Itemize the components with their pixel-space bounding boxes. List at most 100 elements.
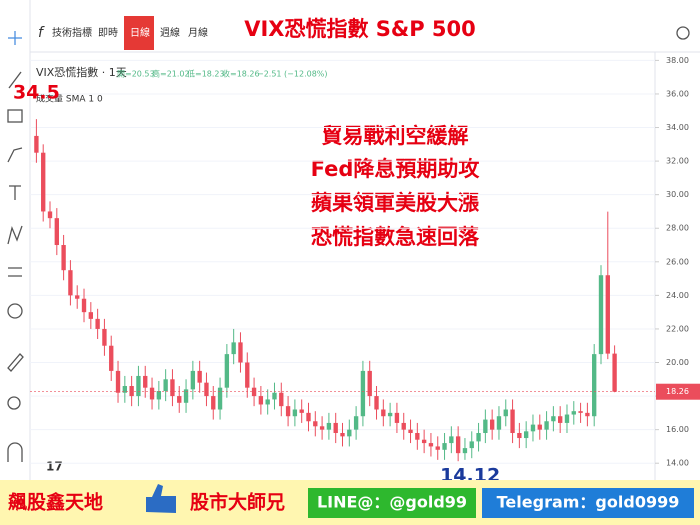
- ohlc-change: −2.51 (−12.08%): [257, 70, 328, 79]
- candle-body: [224, 354, 230, 388]
- candle-body: [245, 362, 250, 388]
- fx-icon: f: [38, 25, 45, 41]
- measure-tool[interactable]: [8, 267, 22, 277]
- candle-body: [530, 424, 536, 432]
- candle-body: [585, 412, 590, 417]
- candle-body: [442, 443, 447, 450]
- price-tag: [656, 383, 700, 400]
- candle-body: [68, 270, 73, 296]
- line-tool[interactable]: [8, 71, 22, 89]
- candle-body: [285, 406, 291, 417]
- y-tick-label: 22.00: [666, 324, 689, 333]
- candle-body: [558, 416, 563, 423]
- candle-body: [340, 433, 345, 437]
- candle-body: [41, 152, 46, 212]
- ohlc-low: 低=18.23: [187, 69, 225, 79]
- candle-body: [476, 433, 481, 442]
- weekly-button[interactable]: 週線: [160, 26, 180, 39]
- y-tick-label: 24.00: [666, 291, 689, 300]
- candle-body: [143, 375, 148, 388]
- candle-body: [190, 370, 196, 390]
- candle-body: [122, 386, 128, 393]
- candle-body: [292, 409, 298, 417]
- candle-body: [551, 416, 556, 422]
- candle-body: [34, 135, 39, 153]
- settings-icon[interactable]: [676, 26, 690, 40]
- candle-body: [578, 411, 583, 413]
- candle-body: [449, 436, 454, 444]
- emoji-tool[interactable]: [7, 303, 23, 319]
- y-tick-label: 34.00: [666, 123, 689, 132]
- candle-body: [517, 433, 522, 439]
- pattern-tool[interactable]: [7, 225, 23, 245]
- fib-tool[interactable]: [7, 109, 23, 123]
- candle-body: [265, 399, 270, 405]
- y-tick-label: 30.00: [666, 190, 689, 199]
- y-tick-label: 36.00: [666, 89, 689, 98]
- candle-body: [299, 409, 304, 413]
- candle-body: [163, 379, 168, 392]
- ohlc-high: 高=21.02: [152, 69, 190, 79]
- telegram-box: [482, 488, 694, 518]
- daily-button-bg[interactable]: [124, 16, 154, 50]
- y-tick-label: 20.00: [666, 358, 689, 367]
- y-tick-label: 28.00: [666, 224, 689, 233]
- candle-body: [333, 422, 338, 434]
- tv-logo: 17: [46, 460, 63, 474]
- candle-body: [47, 211, 53, 219]
- y-tick-label: 16.00: [666, 425, 689, 434]
- zoom-tool[interactable]: [7, 396, 21, 410]
- brush-tool[interactable]: [7, 147, 23, 163]
- candle-body: [353, 416, 359, 430]
- y-tick-label: 14.00: [666, 459, 689, 468]
- candle-body: [360, 370, 366, 417]
- candle-body: [510, 409, 515, 434]
- candle-body: [421, 439, 427, 444]
- ohlc-open: 開=20.53: [117, 70, 155, 79]
- candle-body: [149, 387, 155, 400]
- candle-body: [612, 353, 617, 392]
- magnet-tool[interactable]: [7, 442, 23, 462]
- y-tick-label: 32.00: [666, 157, 689, 166]
- candle-body: [115, 370, 121, 393]
- candle-body: [102, 328, 107, 346]
- price-tag-label: 18.26: [666, 387, 689, 396]
- candle-body: [544, 421, 549, 430]
- candle-body: [496, 416, 502, 430]
- candle-body: [231, 342, 236, 355]
- monthly-button[interactable]: 月線: [188, 26, 208, 39]
- candle-body: [598, 275, 604, 355]
- ruler-tool[interactable]: [7, 353, 24, 372]
- candle-body: [415, 433, 420, 440]
- candle-body: [503, 409, 508, 417]
- candle-body: [88, 312, 93, 319]
- thumbs-icon: [146, 484, 176, 513]
- candle-body: [347, 429, 352, 437]
- candle-body: [238, 342, 243, 363]
- candle-body: [177, 396, 182, 403]
- candle-body: [170, 379, 175, 397]
- plot: 14.0016.0018.0020.0022.0024.0026.0028.00…: [13, 56, 700, 487]
- candle-body: [537, 424, 542, 430]
- candle-body: [367, 370, 372, 397]
- candle-body: [61, 245, 66, 271]
- chart-title: VIX恐慌指數 S&P 500: [244, 17, 476, 41]
- candle-body: [204, 382, 209, 397]
- candle-body: [136, 375, 141, 397]
- candle-body: [258, 396, 264, 405]
- ohlc-close: 收=18.26: [222, 69, 260, 79]
- realtime-button[interactable]: 即時: [98, 27, 118, 39]
- candle-body: [109, 345, 114, 371]
- candle-body: [489, 419, 495, 430]
- candle-body: [211, 396, 216, 410]
- footer-telegram[interactable]: Telegram：gold0999: [497, 493, 680, 512]
- footer-line[interactable]: LINE@：@gold99: [317, 493, 467, 512]
- text-tool[interactable]: [9, 185, 21, 200]
- daily-button[interactable]: 日線: [130, 26, 150, 39]
- y-tick-label: 26.00: [666, 257, 689, 266]
- candle-body: [156, 391, 162, 400]
- candle-body: [408, 429, 413, 434]
- indicators-button[interactable]: 技術指標: [52, 26, 92, 39]
- candle-body: [592, 354, 597, 417]
